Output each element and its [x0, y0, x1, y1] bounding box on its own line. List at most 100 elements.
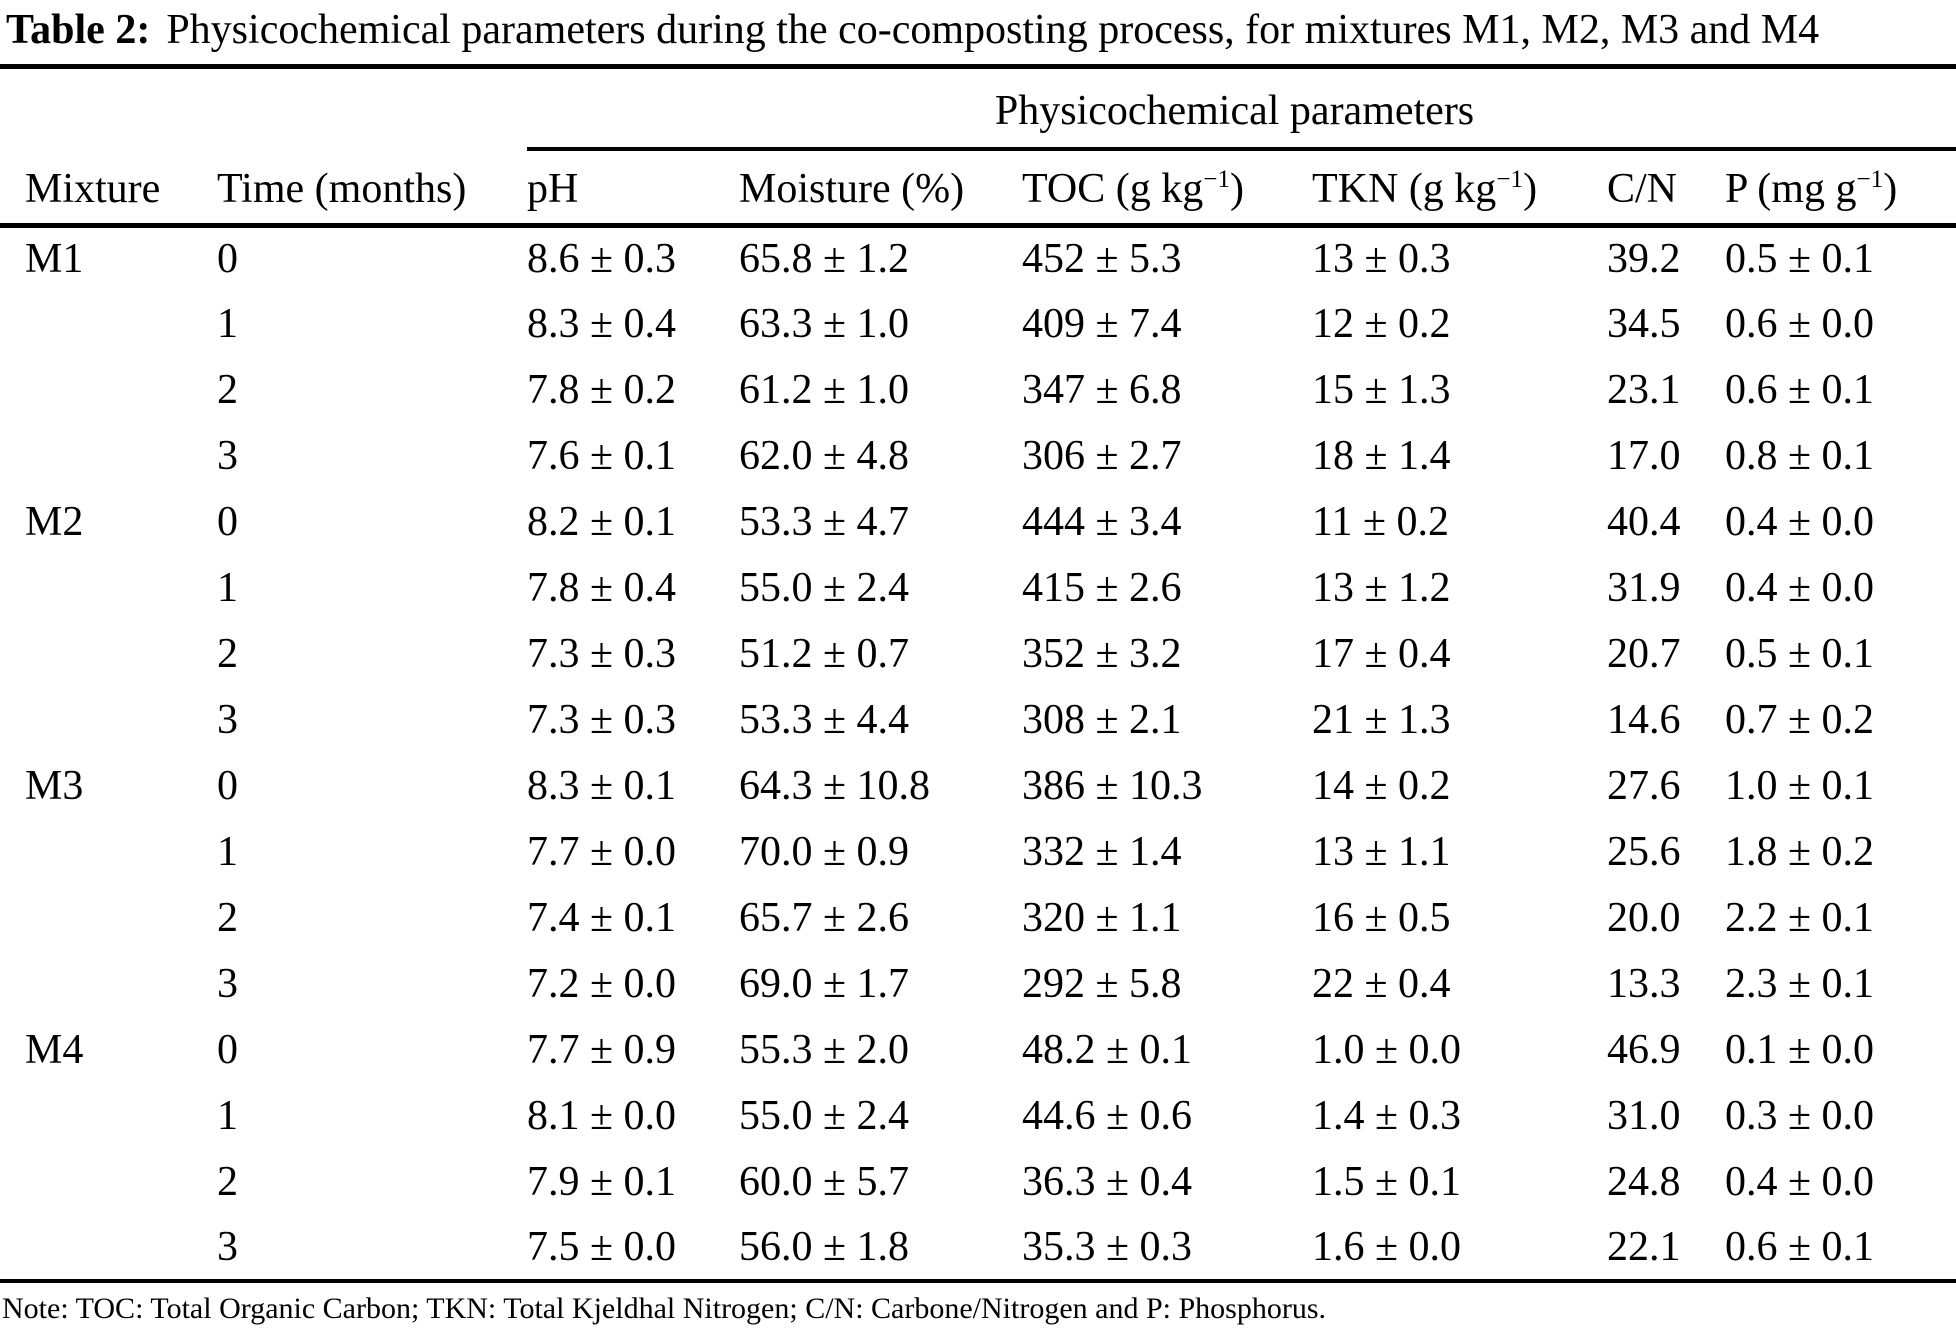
cell-p: 0.4 ± 0.0 — [1725, 1159, 1875, 1206]
group-header-spacer — [0, 66, 527, 149]
cell-ph: 7.4 ± 0.1 — [527, 895, 677, 942]
cell-ph: 7.8 ± 0.4 — [527, 565, 677, 612]
cell-time: 3 — [217, 961, 238, 1008]
table-row: 2 7.9 ± 0.1 60.0 ± 5.7 36.3 ± 0.4 1.5 ± … — [0, 1149, 1956, 1215]
table-row: 1 7.8 ± 0.4 55.0 ± 2.4 415 ± 2.6 13 ± 1.… — [0, 555, 1956, 621]
cell-toc: 332 ± 1.4 — [1022, 829, 1182, 876]
cell-tkn: 1.6 ± 0.0 — [1312, 1224, 1462, 1271]
table-row: 2 7.4 ± 0.1 65.7 ± 2.6 320 ± 1.1 16 ± 0.… — [0, 885, 1956, 951]
table-row: M3 0 8.3 ± 0.1 64.3 ± 10.8 386 ± 10.3 14… — [0, 753, 1956, 819]
column-header-close: ) — [1230, 165, 1245, 212]
column-header-row: Mixture Time (months) pH Moisture (%) TO… — [0, 148, 1956, 228]
cell-time: 0 — [217, 499, 238, 546]
cell-time: 0 — [217, 763, 238, 810]
column-header-label: pH — [527, 165, 579, 212]
table-row: 3 7.5 ± 0.0 56.0 ± 1.8 35.3 ± 0.3 1.6 ± … — [0, 1215, 1956, 1281]
cell-ph: 7.7 ± 0.9 — [527, 1027, 677, 1074]
table-row: 3 7.6 ± 0.1 62.0 ± 4.8 306 ± 2.7 18 ± 1.… — [0, 423, 1956, 489]
cell-cn: 20.7 — [1607, 631, 1681, 678]
cell-moisture: 63.3 ± 1.0 — [739, 301, 910, 348]
cell-moisture: 70.0 ± 0.9 — [739, 829, 910, 876]
cell-toc: 386 ± 10.3 — [1022, 763, 1203, 810]
column-header-label: P (mg g — [1725, 165, 1857, 212]
cell-toc: 409 ± 7.4 — [1022, 301, 1182, 348]
cell-tkn: 22 ± 0.4 — [1312, 961, 1451, 1008]
column-header-superscript: −1 — [1203, 165, 1231, 193]
column-header-close: ) — [1523, 165, 1538, 212]
column-header-tkn: TKN (g kg−1) — [1312, 148, 1607, 228]
cell-mixture — [0, 885, 217, 951]
cell-time: 3 — [217, 1224, 238, 1271]
cell-toc: 452 ± 5.3 — [1022, 236, 1182, 283]
cell-p: 1.8 ± 0.2 — [1725, 829, 1875, 876]
table-row: 1 8.3 ± 0.4 63.3 ± 1.0 409 ± 7.4 12 ± 0.… — [0, 291, 1956, 357]
cell-time: 0 — [217, 1027, 238, 1074]
cell-ph: 7.5 ± 0.0 — [527, 1224, 677, 1271]
cell-moisture: 61.2 ± 1.0 — [739, 367, 910, 414]
cell-mixture — [0, 357, 217, 423]
cell-mixture — [0, 291, 217, 357]
cell-toc: 36.3 ± 0.4 — [1022, 1159, 1193, 1206]
table-row: M1 0 8.6 ± 0.3 65.8 ± 1.2 452 ± 5.3 13 ±… — [0, 225, 1956, 291]
cell-ph: 8.1 ± 0.0 — [527, 1093, 677, 1140]
cell-p: 0.5 ± 0.1 — [1725, 236, 1875, 283]
table-caption: Table 2: Physicochemical parameters durin… — [0, 0, 1956, 56]
cell-cn: 17.0 — [1607, 433, 1681, 480]
table-row: 2 7.3 ± 0.3 51.2 ± 0.7 352 ± 3.2 17 ± 0.… — [0, 621, 1956, 687]
cell-toc: 320 ± 1.1 — [1022, 895, 1182, 942]
column-header-superscript: −1 — [1496, 165, 1524, 193]
cell-ph: 8.2 ± 0.1 — [527, 499, 677, 546]
cell-p: 0.7 ± 0.2 — [1725, 697, 1875, 744]
cell-moisture: 69.0 ± 1.7 — [739, 961, 910, 1008]
cell-moisture: 51.2 ± 0.7 — [739, 631, 910, 678]
column-header-time: Time (months) — [217, 148, 527, 228]
cell-moisture: 64.3 ± 10.8 — [739, 763, 931, 810]
cell-toc: 292 ± 5.8 — [1022, 961, 1182, 1008]
cell-tkn: 17 ± 0.4 — [1312, 631, 1451, 678]
cell-cn: 24.8 — [1607, 1159, 1681, 1206]
cell-cn: 22.1 — [1607, 1224, 1681, 1271]
cell-cn: 27.6 — [1607, 763, 1681, 810]
cell-ph: 7.9 ± 0.1 — [527, 1159, 677, 1206]
cell-ph: 7.8 ± 0.2 — [527, 367, 677, 414]
table-row: 1 8.1 ± 0.0 55.0 ± 2.4 44.6 ± 0.6 1.4 ± … — [0, 1083, 1956, 1149]
cell-time: 1 — [217, 829, 238, 876]
column-header-superscript: −1 — [1856, 165, 1884, 193]
cell-tkn: 1.0 ± 0.0 — [1312, 1027, 1462, 1074]
table-body: M1 0 8.6 ± 0.3 65.8 ± 1.2 452 ± 5.3 13 ±… — [0, 225, 1956, 1281]
cell-cn: 31.9 — [1607, 565, 1681, 612]
cell-toc: 347 ± 6.8 — [1022, 367, 1182, 414]
cell-time: 2 — [217, 367, 238, 414]
cell-mixture — [0, 951, 217, 1017]
cell-moisture: 65.8 ± 1.2 — [739, 236, 910, 283]
cell-moisture: 65.7 ± 2.6 — [739, 895, 910, 942]
cell-time: 0 — [217, 236, 238, 283]
cell-toc: 308 ± 2.1 — [1022, 697, 1182, 744]
cell-time: 2 — [217, 1159, 238, 1206]
column-header-close: ) — [1883, 165, 1898, 212]
cell-time: 1 — [217, 565, 238, 612]
column-header-label: TOC (g kg — [1022, 165, 1204, 212]
group-header-row: Physicochemical parameters — [0, 66, 1956, 151]
cell-p: 0.1 ± 0.0 — [1725, 1027, 1875, 1074]
cell-toc: 48.2 ± 0.1 — [1022, 1027, 1193, 1074]
cell-toc: 35.3 ± 0.3 — [1022, 1224, 1193, 1271]
cell-cn: 13.3 — [1607, 961, 1681, 1008]
cell-tkn: 14 ± 0.2 — [1312, 763, 1451, 810]
table-caption-text: Physicochemical parameters during the co… — [166, 7, 1820, 53]
cell-ph: 7.7 ± 0.0 — [527, 829, 677, 876]
cell-time: 1 — [217, 1093, 238, 1140]
cell-moisture: 56.0 ± 1.8 — [739, 1224, 910, 1271]
cell-cn: 46.9 — [1607, 1027, 1681, 1074]
cell-cn: 20.0 — [1607, 895, 1681, 942]
cell-p: 0.6 ± 0.1 — [1725, 367, 1875, 414]
cell-ph: 7.6 ± 0.1 — [527, 433, 677, 480]
column-header-label: Mixture — [25, 165, 161, 212]
cell-mixture — [0, 687, 217, 753]
cell-tkn: 15 ± 1.3 — [1312, 367, 1451, 414]
cell-ph: 8.6 ± 0.3 — [527, 236, 677, 283]
column-header-toc: TOC (g kg−1) — [1022, 148, 1312, 228]
cell-p: 0.4 ± 0.0 — [1725, 499, 1875, 546]
cell-cn: 31.0 — [1607, 1093, 1681, 1140]
